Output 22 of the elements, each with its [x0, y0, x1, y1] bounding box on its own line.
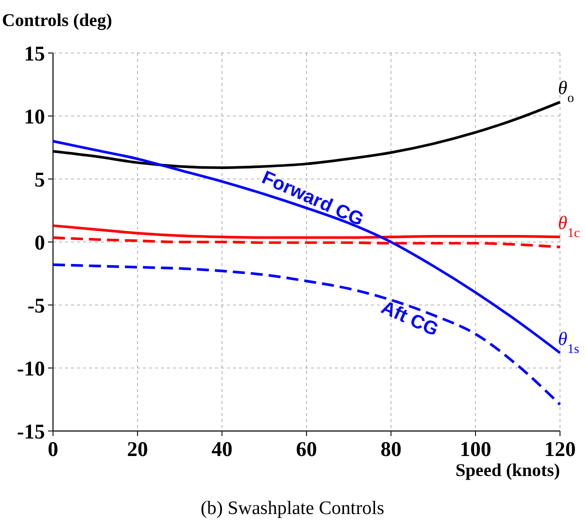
- x-tick-label: 100: [460, 437, 492, 461]
- x-tick-label: 20: [127, 437, 148, 461]
- y-tick-label: 10: [24, 104, 45, 128]
- x-tick-label: 40: [212, 437, 232, 461]
- x-axis-title: Speed (knots): [455, 460, 560, 480]
- x-tick-label: 120: [544, 437, 576, 461]
- y-tick-label: -5: [28, 293, 45, 318]
- y-tick-label: 15: [24, 41, 45, 66]
- y-tick-label: -15: [17, 419, 45, 444]
- y-tick-label: 0: [34, 230, 45, 254]
- y-tick-label: 5: [34, 167, 45, 192]
- x-tick-label: 60: [296, 437, 317, 461]
- chart-title: Controls (deg): [2, 10, 112, 30]
- annotation: Aft CG: [378, 297, 442, 341]
- line-series: [52, 100, 562, 169]
- series-label: θ$_{o}$: [558, 78, 574, 105]
- series-label: θ$_{1c}$: [558, 212, 580, 240]
- x-tick-label: 80: [380, 437, 402, 461]
- line-series: [52, 236, 562, 248]
- text: (b) Swashplate Controls: [200, 498, 384, 519]
- y-tick-label: -10: [17, 356, 45, 380]
- series-label: θ$_{1s}$: [558, 328, 580, 356]
